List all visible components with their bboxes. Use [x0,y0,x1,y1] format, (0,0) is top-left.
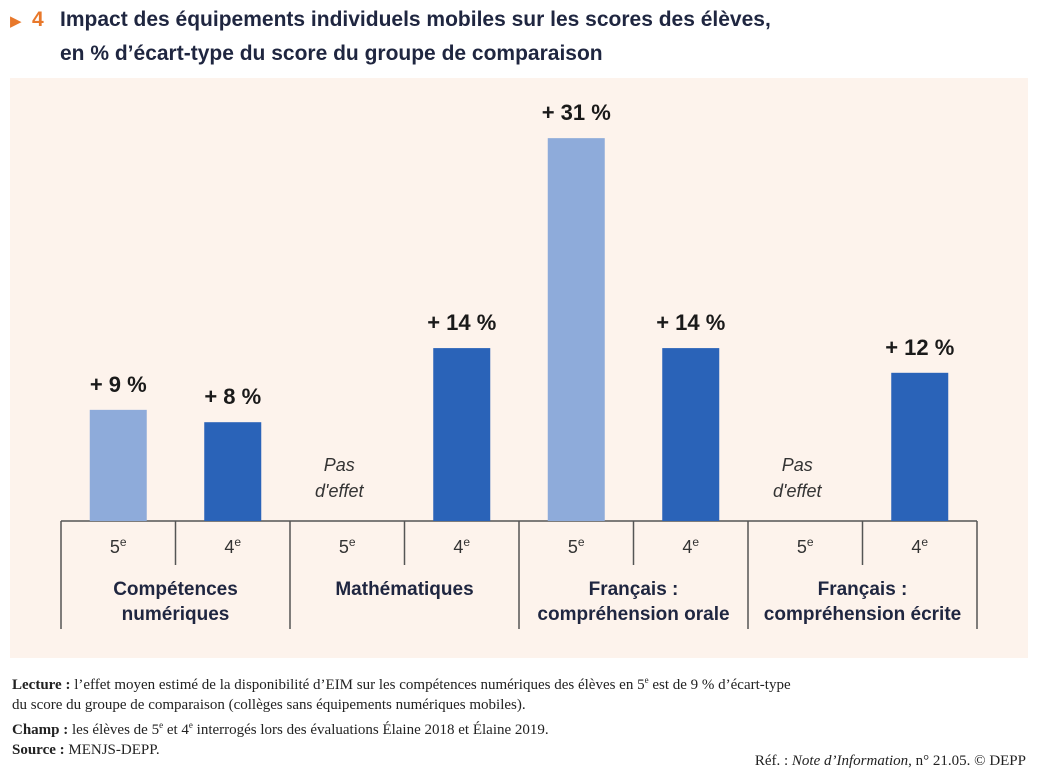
level-number: 4 [682,537,692,557]
level-tick-label: 4e [682,535,699,557]
reference-prefix: Réf. : [754,753,792,769]
level-tick-label: 5e [110,535,127,557]
value-label: + 31 % [542,100,611,125]
level-superscript: e [349,535,356,549]
no-effect-label: d'effet [773,481,822,501]
lecture-label: Lecture : [12,677,71,693]
level-tick-label: 4e [224,535,241,557]
no-effect-label: d'effet [315,481,364,501]
bar-4e [662,348,720,521]
level-superscript: e [578,535,585,549]
champ-text-3: interrogés lors des évaluations Élaine 2… [192,722,549,738]
level-number: 4 [911,537,921,557]
reference-line: Réf. : Note d’Information, n° 21.05. © D… [755,753,1026,770]
bar-4e [891,372,949,521]
lecture-text-3: du score du groupe de comparaison (collè… [12,697,526,713]
source-label: Source : [12,742,65,758]
champ-text-1: les élèves de 5 [68,722,160,738]
level-number: 5 [339,537,349,557]
group-label: numériques [122,604,230,625]
level-superscript: e [807,535,814,549]
lecture-text-2: est de 9 % d’écart-type [648,677,791,693]
level-number: 5 [797,537,807,557]
group-label: compréhension écrite [764,604,961,625]
level-tick-label: 5e [797,535,814,557]
chart-title: ▶ 4 Impact des équipements individuels m… [10,4,1030,70]
level-superscript: e [234,535,241,549]
bar-5e [547,138,605,521]
lecture-text-1: l’effet moyen estimé de la disponibilité… [70,677,645,693]
level-superscript: e [120,535,127,549]
level-number: 5 [110,537,120,557]
value-label: + 9 % [90,372,147,397]
group-label: Compétences [113,579,238,600]
reference-publication: Note d’Information [791,753,909,769]
reference-suffix: , n° 21.05. © DEPP [908,753,1026,769]
level-number: 5 [568,537,578,557]
champ-label: Champ : [12,722,69,738]
figure-number: 4 [32,8,44,31]
bar-5e [89,409,147,521]
champ-sup-2: e [188,720,193,730]
chart-panel: 5e + 9 % 4e + 8 % 5e Pas d'effet 4e + 14 % 5e + 31… [10,78,1028,658]
title-line-2: en % d’écart-type du score du groupe de … [60,42,603,65]
level-number: 4 [453,537,463,557]
group-label: Mathématiques [335,579,473,600]
level-tick-label: 5e [339,535,356,557]
value-label: + 14 % [656,310,725,335]
level-tick-label: 4e [911,535,928,557]
lecture-note: Lecture : l’effet moyen estimé de la dis… [12,670,1022,715]
level-superscript: e [921,535,928,549]
no-effect-label: Pas [324,455,355,475]
group-label: Français : [818,579,908,600]
level-superscript: e [463,535,470,549]
level-tick-label: 4e [453,535,470,557]
value-label: + 12 % [885,335,954,360]
level-superscript: e [692,535,699,549]
figure-marker-icon: ▶ [10,13,22,30]
champ-note: Champ : les élèves de 5e et 4e interrogé… [12,715,1022,740]
no-effect-label: Pas [782,455,813,475]
title-line-1: Impact des équipements individuels mobil… [60,8,771,31]
level-number: 4 [224,537,234,557]
level-tick-label: 5e [568,535,585,557]
bar-4e [204,422,262,521]
source-note: Source : MENJS-DEPP. [12,740,1022,760]
group-label: Français : [589,579,679,600]
source-text: MENJS-DEPP. [64,742,160,758]
champ-text-2: et 4 [163,722,189,738]
value-label: + 8 % [204,384,261,409]
bar-4e [433,348,491,521]
group-label: compréhension orale [537,604,729,625]
lecture-sup-1: e [644,675,649,685]
chart-notes: Lecture : l’effet moyen estimé de la dis… [12,670,1022,760]
champ-sup-1: e [159,720,164,730]
value-label: + 14 % [427,310,496,335]
